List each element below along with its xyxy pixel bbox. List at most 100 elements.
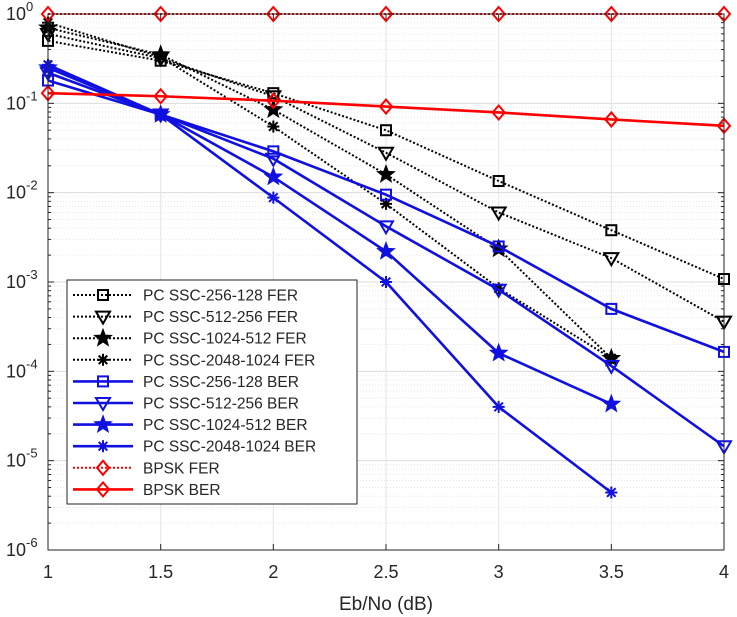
y-tick-base: 10 <box>6 361 26 381</box>
data-point <box>492 240 505 253</box>
data-point <box>492 175 505 188</box>
legend-label: PC SSC-512-256 FER <box>143 309 298 326</box>
y-tick-base: 10 <box>6 272 26 292</box>
legend-entry: PC SSC-512-256 FER <box>73 309 298 326</box>
data-point-stroke <box>268 192 279 203</box>
x-axis-label: Eb/No (dB) <box>339 594 433 615</box>
x-tick-label: 3.5 <box>599 562 624 582</box>
legend-entry: PC SSC-512-256 BER <box>73 396 299 413</box>
legend-marker <box>93 414 113 434</box>
legend-entry: BPSK FER <box>73 459 220 477</box>
legend-label: PC SSC-2048-1024 BER <box>143 439 316 456</box>
y-tick-label: 10-4 <box>6 356 38 381</box>
data-point <box>380 276 392 288</box>
data-point <box>267 145 280 158</box>
y-tick-label: 10-2 <box>6 178 38 203</box>
data-point <box>602 359 621 375</box>
legend-label: PC SSC-256-128 FER <box>143 288 298 305</box>
series-line <box>47 39 725 280</box>
data-point <box>491 103 506 122</box>
data-point <box>376 240 396 260</box>
data-point <box>488 238 509 258</box>
y-tick-base: 10 <box>6 4 26 24</box>
data-point <box>605 302 618 315</box>
data-point <box>605 486 618 499</box>
data-point <box>380 124 392 137</box>
legend-entry: PC SSC-1024-512 BER <box>73 414 308 434</box>
data-point <box>601 393 622 413</box>
legend-entry: PC SSC-2048-1024 FER <box>73 352 315 369</box>
series-line <box>47 32 725 323</box>
y-tick-exponent: -5 <box>26 446 38 461</box>
data-point <box>267 191 280 204</box>
legend-entry: PC SSC-256-128 BER <box>73 374 299 391</box>
y-tick-label: 10-1 <box>6 88 38 113</box>
data-point-stroke <box>268 121 279 132</box>
legend-label: PC SSC-256-128 BER <box>143 374 299 391</box>
legend-marker <box>94 397 112 412</box>
y-tick-exponent: -1 <box>26 88 38 103</box>
x-tick-label: 2 <box>268 562 278 582</box>
series-line <box>47 21 612 360</box>
y-tick-label: 100 <box>6 0 33 24</box>
legend-marker <box>95 480 111 498</box>
legend-marker <box>97 353 109 366</box>
y-tick-base: 10 <box>6 451 26 471</box>
legend-label: PC SSC-2048-1024 FER <box>143 352 315 369</box>
data-point <box>604 5 619 23</box>
data-point <box>488 342 509 362</box>
series-line <box>47 91 725 128</box>
y-tick-exponent: -6 <box>26 535 38 550</box>
data-point-stroke <box>380 198 392 209</box>
x-tick-label: 1 <box>43 562 53 582</box>
legend-label: BPSK BER <box>143 482 221 499</box>
legend: PC SSC-256-128 FER PC SSC-512-256 FER PC S… <box>66 279 358 505</box>
data-point <box>378 98 394 116</box>
legend-entry: PC SSC-1024-512 FER <box>73 327 307 348</box>
x-tick-label: 2.5 <box>373 562 398 582</box>
data-point <box>264 152 283 168</box>
data-point <box>266 92 281 110</box>
data-point-stroke <box>155 52 166 63</box>
data-point <box>267 120 280 133</box>
data-point <box>378 5 394 23</box>
legend-entry: BPSK BER <box>73 480 221 499</box>
y-tick-exponent: -4 <box>26 356 38 371</box>
y-tick-base: 10 <box>6 540 26 560</box>
data-point <box>376 164 396 183</box>
series-layer <box>38 5 733 499</box>
x-tick-label: 1.5 <box>148 562 173 582</box>
data-point <box>380 188 392 201</box>
legend-marker <box>94 310 112 326</box>
legend-marker <box>95 459 111 477</box>
data-point-stroke <box>155 109 166 120</box>
y-tick-exponent: 0 <box>26 0 33 14</box>
y-tick-exponent: -3 <box>26 267 38 282</box>
y-tick-exponent: -2 <box>26 178 38 193</box>
legend-marker-stroke <box>97 354 109 365</box>
data-point <box>605 224 618 237</box>
y-tick-label: 10-6 <box>6 535 38 560</box>
legend-label: PC SSC-1024-512 BER <box>143 417 308 434</box>
legend-marker <box>97 289 109 301</box>
data-point-stroke <box>493 401 504 412</box>
legend-label: BPSK FER <box>143 460 220 477</box>
data-point <box>602 252 621 268</box>
data-point <box>263 166 284 186</box>
legend-entry: PC SSC-256-128 FER <box>73 288 298 305</box>
x-tick-label: 3 <box>494 562 504 582</box>
data-point <box>489 283 508 299</box>
legend-marker <box>93 327 113 347</box>
legend-marker <box>97 440 109 453</box>
series-line <box>47 63 613 494</box>
data-point-stroke <box>380 276 392 288</box>
data-point <box>604 110 619 128</box>
x-tick-label: 4 <box>719 562 729 582</box>
data-point <box>153 87 168 105</box>
data-point-stroke <box>606 487 617 498</box>
legend-label: PC SSC-512-256 BER <box>143 396 299 413</box>
legend-marker <box>97 375 109 388</box>
legend-marker-stroke <box>97 441 109 452</box>
